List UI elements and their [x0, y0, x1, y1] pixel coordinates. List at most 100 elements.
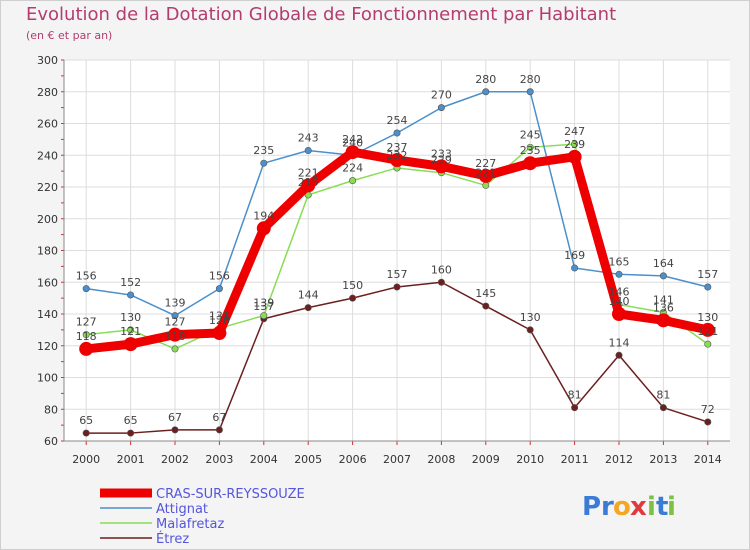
data-point	[527, 327, 533, 333]
data-point	[438, 279, 444, 285]
logo-letter: i	[647, 492, 656, 522]
y-tick-label: 280	[37, 86, 58, 99]
data-point	[705, 284, 711, 290]
data-point	[438, 104, 444, 110]
data-point	[483, 89, 489, 95]
data-label: 65	[79, 414, 93, 427]
data-point	[705, 419, 711, 425]
logo-letter: x	[630, 492, 647, 522]
data-label: 157	[697, 268, 718, 281]
data-label: 239	[564, 138, 585, 151]
logo-letter: o	[613, 492, 631, 522]
data-label: 136	[653, 301, 674, 314]
data-label: 169	[564, 249, 585, 262]
data-label: 81	[656, 389, 670, 402]
x-tick-label: 2011	[561, 453, 589, 466]
data-label: 145	[475, 287, 496, 300]
y-tick-label: 60	[44, 435, 58, 448]
data-point	[656, 313, 670, 327]
data-label: 156	[76, 270, 97, 283]
data-label: 130	[520, 311, 541, 324]
data-point	[394, 130, 400, 136]
data-label: 235	[253, 144, 274, 157]
data-point	[257, 221, 271, 235]
data-label: 139	[253, 297, 274, 310]
x-tick-label: 2009	[472, 453, 500, 466]
data-label: 227	[475, 157, 496, 170]
data-label: 156	[209, 270, 230, 283]
data-point	[571, 265, 577, 271]
x-tick-label: 2006	[339, 453, 367, 466]
data-label: 130	[120, 311, 141, 324]
y-tick-label: 140	[37, 308, 58, 321]
data-point	[261, 312, 267, 318]
data-point	[124, 337, 138, 351]
data-point	[79, 342, 93, 356]
data-point	[172, 427, 178, 433]
data-point	[83, 285, 89, 291]
data-point	[127, 292, 133, 298]
data-point	[394, 284, 400, 290]
y-tick-label: 260	[37, 118, 58, 131]
y-tick-label: 300	[37, 54, 58, 67]
x-tick-label: 2012	[605, 453, 633, 466]
data-point	[212, 326, 226, 340]
data-label: 121	[697, 325, 718, 338]
data-point	[483, 303, 489, 309]
x-tick-label: 2004	[250, 453, 278, 466]
data-label: 139	[165, 297, 186, 310]
data-point	[616, 352, 622, 358]
data-label: 140	[609, 295, 630, 308]
x-tick-label: 2007	[383, 453, 411, 466]
y-tick-label: 160	[37, 276, 58, 289]
data-point	[349, 177, 355, 183]
data-label: 242	[342, 133, 363, 146]
data-point	[660, 273, 666, 279]
data-label: 114	[609, 336, 630, 349]
data-label: 121	[120, 325, 141, 338]
data-label: 194	[253, 209, 274, 222]
x-tick-label: 2014	[694, 453, 722, 466]
x-tick-label: 2002	[161, 453, 189, 466]
legend-label: Attignat	[156, 502, 208, 517]
data-label: 280	[520, 73, 541, 86]
data-label: 127	[76, 316, 97, 329]
data-label: 224	[342, 162, 363, 175]
data-label: 254	[387, 114, 408, 127]
data-point	[305, 304, 311, 310]
data-label: 270	[431, 89, 452, 102]
data-label: 152	[120, 276, 141, 289]
data-label: 127	[165, 316, 186, 329]
data-point	[616, 271, 622, 277]
data-label: 150	[342, 279, 363, 292]
data-label: 118	[76, 330, 97, 343]
data-label: 81	[568, 389, 582, 402]
data-label: 233	[431, 147, 452, 160]
data-point	[216, 285, 222, 291]
legend-label: Malafretaz	[156, 517, 224, 532]
legend-label: CRAS-SUR-REYSSOUZE	[156, 487, 305, 502]
data-point	[523, 156, 537, 170]
y-tick-label: 180	[37, 245, 58, 258]
y-tick-label: 120	[37, 340, 58, 353]
data-label: 144	[298, 289, 319, 302]
data-label: 67	[168, 411, 182, 424]
data-point	[483, 182, 489, 188]
line-chart: 6080100120140160180200220240260280300200…	[0, 0, 750, 550]
y-tick-label: 240	[37, 149, 58, 162]
data-label: 237	[387, 141, 408, 154]
data-label: 165	[609, 255, 630, 268]
data-label: 235	[520, 144, 541, 157]
data-label: 160	[431, 263, 452, 276]
data-label: 245	[520, 128, 541, 141]
data-label: 130	[697, 311, 718, 324]
y-tick-label: 100	[37, 372, 58, 385]
data-label: 118	[165, 330, 186, 343]
data-label: 164	[653, 257, 674, 270]
logo-letter: P	[582, 492, 601, 522]
data-point	[571, 404, 577, 410]
data-label: 72	[701, 403, 715, 416]
x-tick-label: 2001	[117, 453, 145, 466]
data-label: 65	[124, 414, 138, 427]
data-label: 247	[564, 125, 585, 138]
